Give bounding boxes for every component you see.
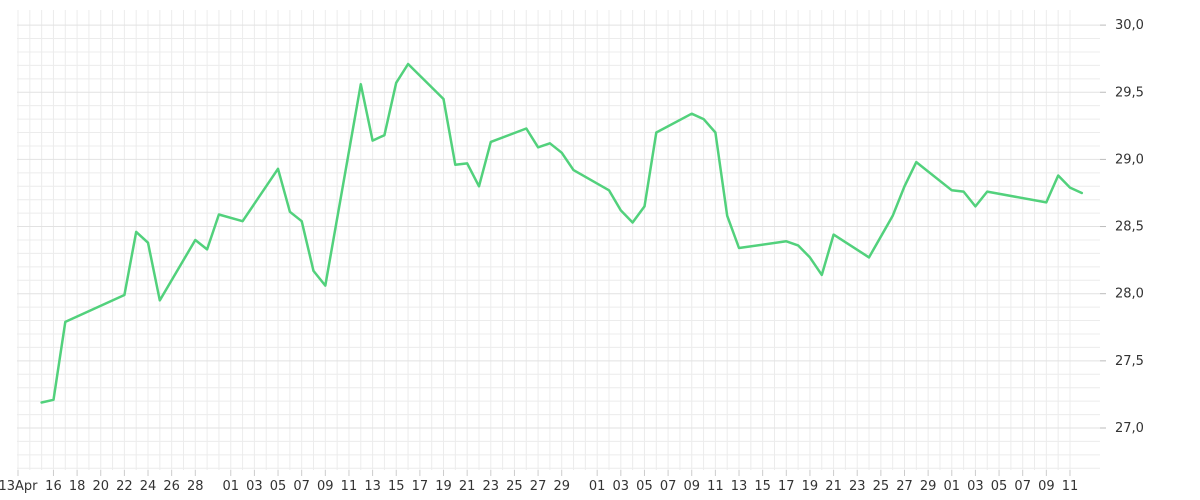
x-tick-label: 07	[1014, 479, 1031, 494]
x-tick-label: 01	[222, 479, 239, 494]
x-tick-label: 19	[802, 479, 819, 494]
x-tick-label: 28	[187, 479, 204, 494]
x-tick-label: 07	[660, 479, 677, 494]
x-tick-label: 07	[293, 479, 310, 494]
y-tick-label: 29,0	[1115, 152, 1144, 167]
x-tick-label: 05	[991, 479, 1008, 494]
x-tick-label: 05	[636, 479, 653, 494]
x-tick-label: 26	[163, 479, 180, 494]
x-tick-label: 19	[435, 479, 452, 494]
y-axis: 27,0 27,5 28,0 28,5 29,0 29,5 30,0	[1100, 18, 1144, 436]
x-tick-label: 01	[944, 479, 961, 494]
grid	[17, 10, 1100, 470]
x-tick-label: 13	[364, 479, 381, 494]
x-tick-label: 11	[707, 479, 724, 494]
x-axis: 13Apr 16 18 20 22 24 26 28 01 03 05 07 09 11 13 15 17 19 2…	[0, 470, 1078, 494]
x-tick-label: 09	[317, 479, 334, 494]
x-tick-label: 15	[388, 479, 405, 494]
x-tick-label: 11	[341, 479, 358, 494]
x-tick-label: 17	[412, 479, 429, 494]
x-tick-label: 29	[920, 479, 937, 494]
x-tick-label: 09	[683, 479, 700, 494]
x-tick-label: 20	[92, 479, 109, 494]
x-tick-label: 21	[459, 479, 476, 494]
x-tick-label: 25	[873, 479, 890, 494]
y-tick-label: 30,0	[1115, 18, 1144, 33]
x-tick-label: 23	[849, 479, 866, 494]
x-tick-label: 05	[270, 479, 287, 494]
x-tick-label: 11	[1062, 479, 1079, 494]
x-tick-label: 25	[506, 479, 523, 494]
y-tick-label: 27,5	[1115, 354, 1144, 369]
y-tick-label: 28,0	[1115, 287, 1144, 302]
series-line	[40, 62, 1084, 404]
series-layer	[40, 62, 1084, 404]
x-tick-label: 27	[530, 479, 547, 494]
x-tick-label: 13	[731, 479, 748, 494]
x-tick-label: 15	[754, 479, 771, 494]
y-tick-label: 29,5	[1115, 85, 1144, 100]
x-tick-label: 21	[825, 479, 842, 494]
y-tick-label: 27,0	[1115, 421, 1144, 436]
x-tick-label: 18	[69, 479, 86, 494]
x-tick-label: 22	[116, 479, 133, 494]
x-tick-label: 01	[589, 479, 606, 494]
x-tick-label: 13Apr	[0, 479, 38, 494]
x-tick-label: 03	[967, 479, 984, 494]
x-tick-label: 23	[483, 479, 500, 494]
x-tick-label: 09	[1038, 479, 1055, 494]
x-tick-label: 03	[613, 479, 630, 494]
x-tick-label: 27	[896, 479, 913, 494]
x-tick-label: 03	[246, 479, 263, 494]
y-tick-label: 28,5	[1115, 220, 1144, 235]
x-tick-label: 29	[553, 479, 570, 494]
x-tick-label: 16	[45, 479, 62, 494]
x-tick-label: 17	[778, 479, 795, 494]
x-tick-label: 24	[140, 479, 157, 494]
